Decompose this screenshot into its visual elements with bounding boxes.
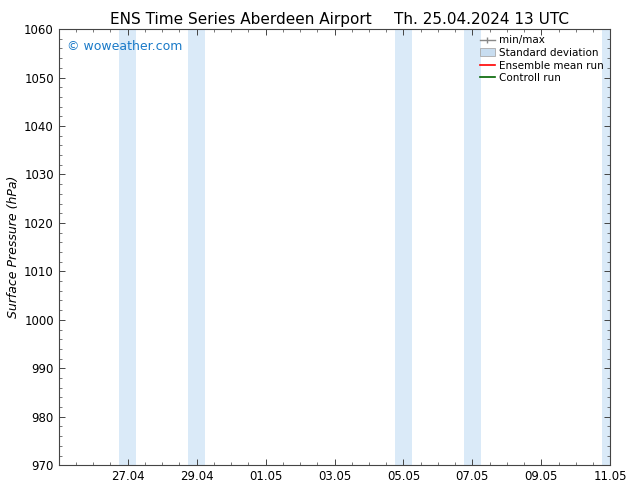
Bar xyxy=(602,29,611,465)
Text: Th. 25.04.2024 13 UTC: Th. 25.04.2024 13 UTC xyxy=(394,12,569,27)
Bar xyxy=(395,29,412,465)
Y-axis label: Surface Pressure (hPa): Surface Pressure (hPa) xyxy=(7,176,20,318)
Bar xyxy=(188,29,205,465)
Text: © woweather.com: © woweather.com xyxy=(67,40,183,53)
Text: ENS Time Series Aberdeen Airport: ENS Time Series Aberdeen Airport xyxy=(110,12,372,27)
Bar xyxy=(464,29,481,465)
Legend: min/max, Standard deviation, Ensemble mean run, Controll run: min/max, Standard deviation, Ensemble me… xyxy=(476,32,607,86)
Bar xyxy=(119,29,136,465)
